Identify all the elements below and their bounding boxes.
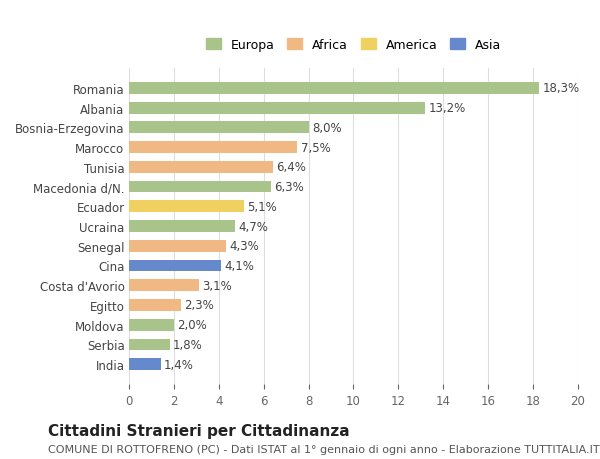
Bar	[130, 142, 298, 154]
Bar	[130, 83, 539, 95]
Bar	[130, 319, 174, 331]
Text: 13,2%: 13,2%	[428, 102, 466, 115]
Text: 8,0%: 8,0%	[312, 122, 341, 134]
Text: 1,8%: 1,8%	[173, 338, 203, 351]
Bar	[130, 260, 221, 272]
Bar	[130, 181, 271, 193]
Bar	[130, 221, 235, 232]
Text: 1,4%: 1,4%	[164, 358, 194, 371]
Text: 4,7%: 4,7%	[238, 220, 268, 233]
Bar	[130, 280, 199, 291]
Text: 2,0%: 2,0%	[178, 319, 207, 331]
Bar	[130, 201, 244, 213]
Text: 7,5%: 7,5%	[301, 141, 331, 154]
Bar	[130, 241, 226, 252]
Text: 6,4%: 6,4%	[276, 161, 306, 174]
Text: 5,1%: 5,1%	[247, 201, 277, 213]
Text: 4,3%: 4,3%	[229, 240, 259, 253]
Bar	[130, 162, 273, 174]
Bar	[130, 299, 181, 311]
Bar	[130, 339, 170, 351]
Bar	[130, 102, 425, 114]
Text: COMUNE DI ROTTOFRENO (PC) - Dati ISTAT al 1° gennaio di ogni anno - Elaborazione: COMUNE DI ROTTOFRENO (PC) - Dati ISTAT a…	[48, 444, 599, 454]
Text: 18,3%: 18,3%	[543, 82, 580, 95]
Text: 2,3%: 2,3%	[184, 299, 214, 312]
Text: Cittadini Stranieri per Cittadinanza: Cittadini Stranieri per Cittadinanza	[48, 423, 350, 438]
Bar	[130, 122, 308, 134]
Text: 3,1%: 3,1%	[202, 279, 232, 292]
Text: 6,3%: 6,3%	[274, 181, 304, 194]
Text: 4,1%: 4,1%	[224, 259, 254, 272]
Bar	[130, 358, 161, 370]
Legend: Europa, Africa, America, Asia: Europa, Africa, America, Asia	[201, 34, 506, 56]
